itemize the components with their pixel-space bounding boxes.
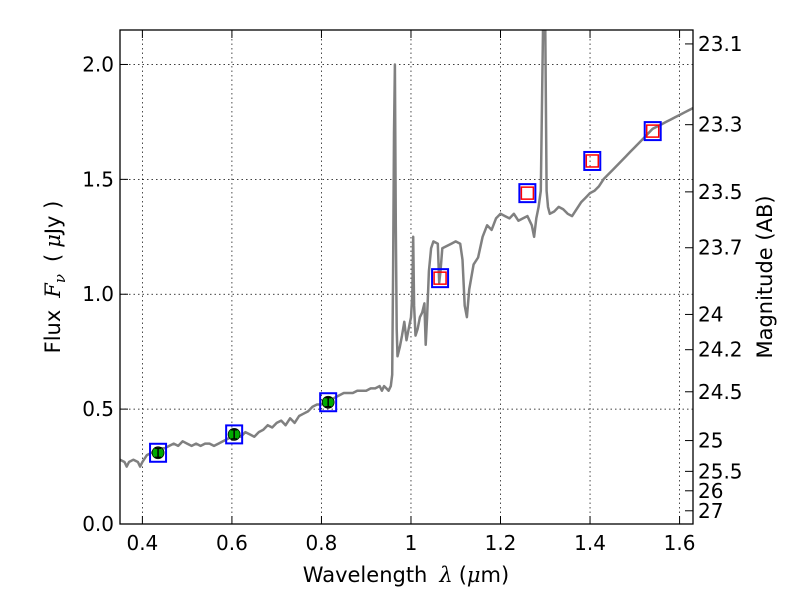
model-photometry-square [225,424,244,445]
upper-limit-square [433,271,447,285]
y-axis-unit-prefix: ( [41,254,65,262]
y2-tick-label: 27 [698,499,723,523]
y-tick-label: 1.5 [82,167,114,191]
y-tick-label: 2.0 [82,52,114,76]
x-tick-label: 0.6 [216,531,248,555]
axes-frame [119,29,694,525]
y2-tick-label: 24.2 [698,338,743,362]
model-photometry-square [319,392,338,413]
y-tick-label: 0.0 [82,512,114,536]
y2-axis-label: Magnitude (AB) [753,195,777,358]
spectrum-line [120,30,693,468]
y2-tick-label: 26 [698,479,723,503]
y-axis-label-text: Flux [41,310,65,354]
x-tick-label: 0.8 [306,531,338,555]
ticks: 0.4 0.6 0.8 1 1.2 1.4 1.6 0.0 0.5 1.0 1.5 2.0 23.1 23… [82,30,743,555]
y2-tick-label: 23.7 [698,236,743,260]
model-photometry-square [431,268,450,289]
x-tick-label: 1.6 [664,531,696,555]
x-axis-label-text: Wavelength [303,563,428,587]
y2-tick-label: 25.5 [698,459,743,483]
model-photometry-square [149,442,168,463]
y2-tick-label: 24.5 [698,380,743,404]
y-axis-unit-mu: μ [41,234,65,248]
x-tick-label: 0.4 [126,531,158,555]
model-photometry-square [643,121,662,142]
y-axis-symbol: F [41,282,65,299]
x-tick-label: 1 [405,531,418,555]
x-tick-label: 1.4 [574,531,606,555]
plot-area [120,30,693,468]
x-axis-label: Wavelength λ (μm) [303,563,509,587]
x-axis-unit-prefix: ( [459,563,467,587]
y2-tick-label: 23.1 [698,32,743,56]
y2-tick-label: 25 [698,429,723,453]
y2-tick-label: 24 [698,302,723,326]
y2-tick-label: 23.3 [698,113,743,137]
grid [120,30,693,525]
upper-limit-square [645,124,660,138]
y-axis-label: Flux Fν ( μJy ) [41,201,69,354]
model-photometry-square [583,150,602,171]
upper-limit-square [585,154,600,168]
upper-limit-square [520,186,535,200]
x-axis-unit-mu: μ [467,563,481,587]
y-axis-unit-rest: Jy ) [41,201,65,237]
y-tick-label: 0.5 [82,397,114,421]
x-axis-unit-rest: m) [481,563,510,587]
x-tick-label: 1.2 [485,531,517,555]
y-tick-label: 1.0 [82,282,114,306]
x-axis-symbol: λ [438,563,452,587]
y2-tick-label: 23.5 [698,180,743,204]
model-photometry-square [518,183,537,204]
y-axis-subscript: ν [51,274,69,283]
